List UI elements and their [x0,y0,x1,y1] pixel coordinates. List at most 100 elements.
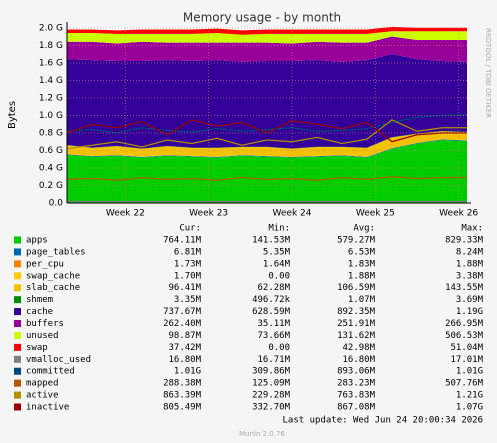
stat-value: 251.91M [337,319,376,329]
legend-label: vmalloc_used [26,355,91,365]
version: Munin 2.0.76 [239,430,285,438]
legend-swatch [14,260,21,268]
stat-value: 3.38M [456,271,484,281]
stat-value: 1.07M [348,295,376,305]
legend-swatch [14,355,21,363]
area [67,36,467,62]
stat-value: 42.98M [342,343,375,353]
y-tick-label: 1.2 G [39,94,63,104]
stat-value: 16.80M [168,355,201,365]
stat-value: 288.38M [163,379,202,389]
stat-header: Cur: [179,224,201,234]
line [66,114,468,134]
stat-value: 1.21G [456,391,483,401]
stat-header: Avg: [353,224,375,234]
stat-value: 16.71M [257,355,290,365]
stat-header: Max: [461,224,483,234]
legend-swatch [14,343,21,351]
legend-swatch [14,272,21,280]
stat-value: 0.00 [268,271,290,281]
stat-value: 737.67M [163,307,202,317]
stat-value: 805.49M [163,403,202,413]
plot [66,26,468,203]
legend-swatch [14,379,21,387]
stat-value: 17.01M [450,355,483,365]
legend-label: buffers [26,319,64,329]
stat-value: 1.07G [456,403,483,413]
stat-value: 829.33M [445,236,484,246]
stat-value: 579.27M [337,236,376,246]
stat-value: 51.04M [450,343,483,353]
stat-value: 96.41M [168,283,201,293]
stat-value: 125.09M [252,379,291,389]
stat-value: 867.08M [337,403,376,413]
stat-value: 283.23M [337,379,376,389]
stat-value: 35.11M [257,319,290,329]
area [67,26,467,35]
stat-value: 16.80M [342,355,375,365]
stat-value: 131.62M [337,331,376,341]
stat-value: 763.83M [337,391,376,401]
y-tick-label: 1.0 G [39,111,63,121]
stat-value: 1.64M [263,259,291,269]
area [67,139,467,158]
y-tick-label: 1.8 G [39,41,63,51]
stat-value: 6.81M [174,247,202,257]
stat-value: 496.72k [252,295,291,305]
stat-value: 143.55M [445,283,484,293]
stat-value: 266.95M [445,319,484,329]
line [66,119,467,150]
y-tick-label: 2.0 G [39,24,63,34]
stat-value: 507.76M [445,379,484,389]
legend-label: mapped [26,379,59,389]
legend-swatch [14,331,21,339]
stat-value: 1.73M [174,259,202,269]
legend-label: page_tables [26,247,86,257]
x-tick-label: Week 22 [106,209,145,219]
y-axis-label: Bytes [7,101,18,129]
stat-value: 262.40M [163,319,202,329]
stat-value: 628.59M [252,307,291,317]
stat-value: 892.35M [337,307,376,317]
y-tick-label: 1.4 G [39,76,63,86]
stat-value: 106.59M [337,283,376,293]
x-tick-label: Week 23 [189,209,228,219]
stat-value: 309.86M [252,367,291,377]
legend-swatch [14,403,21,411]
legend-swatch [14,308,21,316]
legend-label: committed [26,367,75,377]
stat-value: 62.28M [257,283,290,293]
stat-value: 1.88M [348,271,376,281]
stat-value: 3.35M [174,295,202,305]
legend-swatch [14,391,21,399]
side-text: RRDTOOL / TOBI OETIKER [484,28,492,118]
y-tick-label: 0.2 G [39,181,63,191]
legend-swatch [14,296,21,304]
legend-swatch [14,248,21,256]
stat-value: 0.00 [268,343,290,353]
stat-value: 1.01G [456,367,483,377]
stat-value: 37.42M [168,343,201,353]
stat-value: 3.69M [456,295,484,305]
y-tick-label: 0.0 [49,199,64,209]
stat-value: 8.24M [456,247,484,257]
x-tick-label: Week 24 [273,209,312,219]
stat-value: 5.35M [263,247,291,257]
line [66,176,467,181]
area [67,53,467,149]
legend-swatch [14,320,21,328]
stat-value: 1.19G [456,307,483,317]
legend-label: swap_cache [26,271,80,281]
x-tick-label: Week 25 [356,209,395,219]
legend-swatch [14,284,21,292]
stat-value: 764.11M [163,236,202,246]
line [66,119,467,143]
stat-value: 73.66M [257,331,290,341]
stat-header: Min: [268,224,290,234]
chart-title: Memory usage - by month [183,11,341,25]
legend-label: inactive [26,403,69,413]
y-tick-label: 0.8 G [39,129,63,139]
stat-value: 506.53M [445,331,484,341]
legend-label: slab_cache [26,283,80,293]
